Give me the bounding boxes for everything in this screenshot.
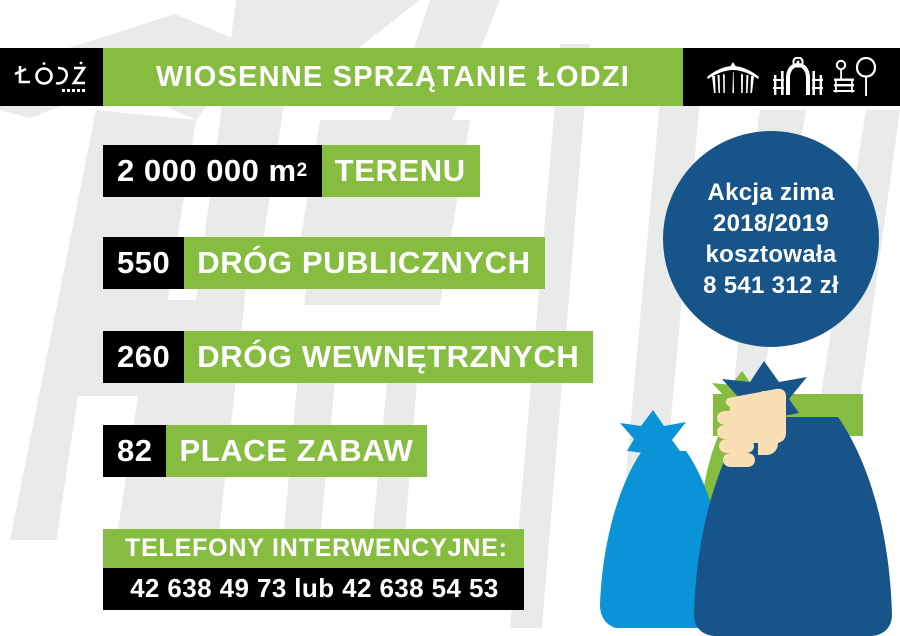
badge-line-1: Akcja zima (707, 178, 835, 206)
stat-label: TERENU (321, 145, 480, 197)
stat-label: DRÓG WEWNĘTRZNYCH (184, 331, 594, 383)
trash-bags-illustration (600, 355, 900, 636)
phones-numbers[interactable]: 42 638 49 73 lub 42 638 54 53 (103, 568, 524, 610)
badge-line-2: 2018/2019 (712, 209, 830, 237)
header-bar: WIOSENNE SPRZĄTANIE ŁODZI (0, 48, 900, 106)
stat-label: PLACE ZABAW (166, 425, 428, 477)
stat-row: 260 DRÓG WEWNĘTRZNYCH (103, 331, 594, 383)
badge-line-4: 8 541 312 zł (703, 272, 839, 300)
stat-row: 82 PLACE ZABAW (103, 425, 428, 477)
lodz-city-logo[interactable] (0, 48, 103, 106)
status-badge: Akcja zima 2018/2019 kosztowała 8 541 31… (663, 131, 879, 347)
stat-number-value: 2 000 000 m (117, 153, 297, 188)
stat-number-value: 82 (117, 433, 153, 468)
badge-line-3: kosztowała (705, 241, 837, 268)
lodz-wordmark-icon (13, 61, 86, 92)
stat-number: 260 (103, 331, 185, 383)
park-bench-tree-icon (833, 56, 877, 96)
stat-label: DRÓG PUBLICZNYCH (184, 237, 545, 289)
page-title: WIOSENNE SPRZĄTANIE ŁODZI (103, 48, 683, 106)
stat-number: 82 (103, 425, 167, 477)
hand-thumb (758, 391, 778, 455)
emergency-phones-block: TELEFONY INTERWENCYJNE: 42 638 49 73 lub… (103, 529, 524, 610)
header-icon-group (683, 48, 900, 106)
fountain-icon (706, 62, 759, 93)
gate-building-icon (772, 57, 823, 95)
stat-row: 550 DRÓG PUBLICZNYCH (103, 237, 545, 289)
phones-title: TELEFONY INTERWENCYJNE: (103, 529, 524, 568)
stat-number-value: 550 (117, 245, 171, 280)
stat-number: 550 (103, 237, 185, 289)
trash-bags-with-hand-icon (600, 361, 892, 636)
stat-number-value: 260 (117, 339, 171, 374)
